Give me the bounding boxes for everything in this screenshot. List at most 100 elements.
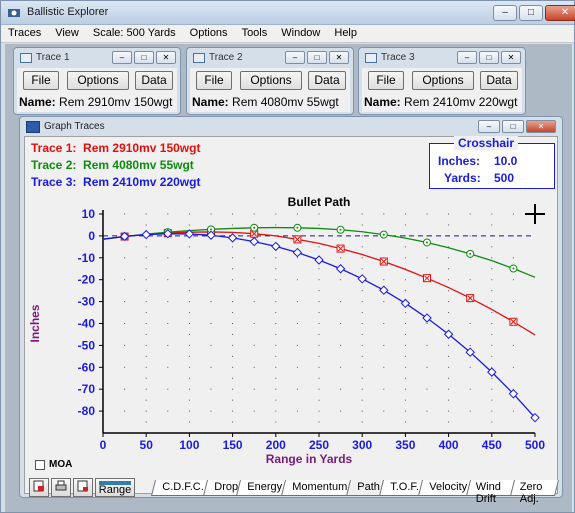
print-preview-button[interactable] — [73, 478, 93, 497]
trace-window-body: File Options Data Name: Rem 2910mv 150wg… — [17, 68, 177, 112]
export-button[interactable] — [29, 478, 49, 497]
trace-name-value: Rem 4080mv 55wgt — [232, 95, 339, 109]
grid-dot — [145, 388, 147, 390]
close-button[interactable]: ✕ — [545, 5, 575, 21]
crosshair-marker — [525, 204, 545, 224]
trace-close-button[interactable]: ✕ — [329, 51, 349, 64]
tab-label: Zero Adj. — [519, 481, 543, 505]
grid-dot — [361, 224, 363, 226]
grid-dot — [188, 399, 190, 401]
series-3-point — [379, 285, 389, 295]
grid-dot — [167, 279, 169, 281]
graph-icon — [26, 121, 40, 133]
grid-dot — [232, 246, 234, 248]
tab-label: Drop — [213, 481, 238, 493]
range-button[interactable]: Range — [95, 478, 135, 497]
graph-client: Trace 1: Rem 2910mv 150wgt Trace 2: Rem 4… — [24, 136, 559, 505]
grid-dot — [426, 410, 428, 412]
trace-file-button[interactable]: File — [368, 71, 404, 90]
menu-window[interactable]: Window — [281, 27, 321, 39]
grid-dot — [383, 323, 385, 324]
grid-dot — [124, 301, 126, 303]
graph-close-button[interactable]: ✕ — [526, 120, 556, 133]
grid-dot — [145, 312, 147, 314]
grid-dot — [469, 213, 471, 215]
export-icon — [33, 480, 44, 492]
series-3-point — [335, 264, 346, 274]
trace-file-button[interactable]: File — [196, 71, 232, 90]
grid-dot — [232, 410, 234, 412]
grid-dot — [404, 279, 406, 281]
legend-label: Trace 1: — [31, 141, 77, 155]
tab-c-d-f-c[interactable]: C.D.F.C. — [151, 480, 211, 496]
trace-maximize-button[interactable]: □ — [134, 51, 154, 64]
grid-dot — [210, 410, 212, 412]
grid-dot — [188, 290, 190, 292]
tab-velocity[interactable]: Velocity — [417, 480, 474, 496]
grid-dot — [296, 344, 298, 346]
grid-dot — [512, 344, 514, 346]
trace-close-button[interactable]: ✕ — [156, 51, 176, 64]
trace-options-button[interactable]: Options — [67, 71, 129, 90]
menu-scale-500-yards[interactable]: Scale: 500 Yards — [92, 27, 176, 39]
tab-zero-adj[interactable]: Zero Adj. — [509, 480, 559, 505]
menu-help[interactable]: Help — [334, 27, 357, 39]
trace-options-button[interactable]: Options — [412, 71, 474, 90]
trace-close-button[interactable]: ✕ — [501, 51, 521, 64]
grid-dot — [404, 246, 406, 248]
trace-options-button[interactable]: Options — [240, 71, 302, 90]
grid-dot — [124, 257, 126, 259]
grid-dot — [167, 323, 169, 324]
maximize-button[interactable]: □ — [519, 5, 543, 21]
tab-momentum[interactable]: Momentum — [281, 480, 355, 496]
legend-label: Trace 3: — [31, 175, 77, 189]
trace-maximize-button[interactable]: □ — [307, 51, 327, 64]
series-1-point-x — [337, 245, 344, 252]
grid-dot — [275, 410, 277, 412]
grid-dot — [232, 224, 234, 226]
series-3-point — [141, 229, 151, 240]
menu-traces[interactable]: Traces — [8, 27, 42, 39]
print-button[interactable] — [51, 478, 71, 497]
graph-minimize-button[interactable]: – — [478, 120, 500, 133]
menu-view[interactable]: View — [55, 27, 79, 39]
series-2-point-dot — [426, 241, 428, 244]
grid-dot — [167, 257, 169, 259]
grid-dot — [296, 388, 298, 390]
grid-dot — [318, 290, 320, 292]
y-tick-label: -50 — [78, 338, 96, 352]
grid-dot — [318, 301, 320, 303]
grid-dot — [232, 312, 234, 314]
trace-file-button[interactable]: File — [23, 71, 59, 90]
menu-tools[interactable]: Tools — [241, 27, 268, 39]
grid-dot — [232, 366, 234, 368]
grid-dot — [361, 344, 363, 346]
minimize-button[interactable]: – — [493, 5, 517, 21]
app-titlebar[interactable]: Ballistic Explorer – □ ✕ — [1, 1, 575, 25]
trace-maximize-button[interactable]: □ — [479, 51, 499, 64]
x-tick-label: 300 — [352, 438, 372, 452]
grid-dot — [318, 377, 320, 379]
grid-dot — [145, 421, 147, 423]
trace-data-button[interactable]: Data — [135, 71, 173, 90]
x-tick-label: 450 — [482, 438, 502, 452]
graph-maximize-button[interactable]: □ — [502, 120, 524, 133]
grid-dot — [404, 421, 406, 423]
y-tick-label: -40 — [78, 317, 96, 331]
grid-dot — [383, 388, 385, 390]
moa-toggle[interactable]: MOA — [35, 459, 72, 470]
trace-minimize-button[interactable]: – — [285, 51, 305, 64]
series-3-point — [249, 236, 259, 247]
grid-dot — [361, 312, 363, 314]
trace-minimize-button[interactable]: – — [112, 51, 132, 64]
series-2-point-dot — [210, 228, 212, 231]
grid-dot — [167, 388, 169, 390]
moa-checkbox[interactable] — [35, 459, 45, 470]
trace-data-button[interactable]: Data — [308, 71, 346, 90]
trace-data-button[interactable]: Data — [480, 71, 518, 90]
grid-dot — [469, 388, 471, 390]
grid-dot — [232, 323, 234, 324]
trace-minimize-button[interactable]: – — [457, 51, 477, 64]
menu-options[interactable]: Options — [189, 27, 228, 39]
